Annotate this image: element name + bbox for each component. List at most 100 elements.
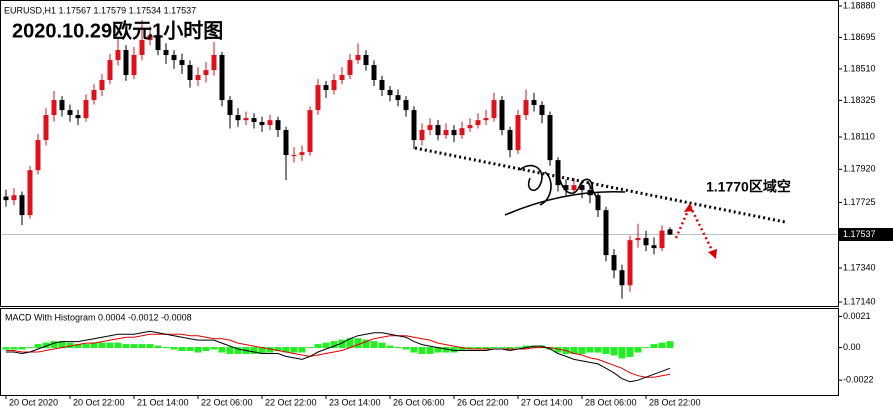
histogram-bar — [130, 344, 138, 349]
candle-body — [211, 54, 217, 71]
candle-body — [299, 152, 305, 156]
histogram-bar — [226, 347, 234, 354]
candle-body — [11, 195, 17, 201]
histogram-bar — [50, 341, 58, 349]
candle-body — [315, 85, 321, 111]
y-tick-label: 1.17140 — [843, 296, 876, 306]
x-tick-label: 27 Oct 14:00 — [521, 397, 573, 407]
candle-body — [67, 110, 73, 116]
forecast-arrow — [674, 203, 717, 257]
candle-body — [355, 54, 361, 61]
candle-body — [83, 100, 89, 119]
candle-body — [171, 54, 177, 61]
histogram-bar — [154, 345, 162, 349]
candle-body — [195, 75, 201, 80]
histogram-bar — [298, 347, 306, 353]
histogram-bar — [482, 347, 490, 350]
y-tick-label: 1.18510 — [843, 63, 876, 73]
histogram-bar — [442, 347, 450, 353]
histogram-bar — [498, 347, 506, 349]
candle-body — [443, 130, 449, 136]
histogram-bar — [306, 347, 314, 349]
histogram-bar — [178, 347, 186, 352]
histogram-bar — [570, 347, 578, 354]
candle-body — [667, 229, 673, 235]
histogram-bar — [202, 347, 210, 352]
histogram-bar — [338, 339, 346, 349]
histogram-bar — [450, 347, 458, 353]
histogram-bar — [146, 344, 154, 349]
y-tick-label: 1.17340 — [843, 262, 876, 272]
histogram-bar — [2, 347, 10, 350]
x-tick-label: 26 Oct 22:00 — [457, 397, 509, 407]
histogram-bar — [458, 347, 466, 352]
candle-body — [147, 35, 153, 40]
candle-body — [555, 160, 561, 186]
candle-body — [459, 128, 465, 136]
candle-body — [435, 125, 441, 136]
candle-body — [579, 185, 585, 191]
x-tick-label: 28 Oct 06:00 — [585, 397, 637, 407]
histogram-bar — [210, 347, 218, 350]
candle-body — [227, 100, 233, 116]
candle-body — [75, 115, 81, 119]
candle-body — [203, 70, 209, 76]
candle-body — [3, 196, 9, 201]
histogram-bar — [618, 347, 626, 359]
histogram-bar — [34, 344, 42, 349]
candle-body — [243, 118, 249, 121]
histogram-bar — [626, 347, 634, 357]
candle-body — [395, 95, 401, 101]
candle-body — [403, 100, 409, 111]
histogram-bar — [354, 338, 362, 349]
histogram-bar — [410, 347, 418, 353]
histogram-bar — [642, 347, 650, 349]
x-tick-label: 22 Oct 06:00 — [201, 397, 253, 407]
histogram-bar — [554, 347, 562, 353]
histogram-bar — [330, 341, 338, 349]
y-tick-label: 1.18325 — [843, 95, 876, 105]
y-tick-label: 0.0021 — [843, 311, 871, 321]
histogram-bar — [578, 347, 586, 354]
candle-body — [219, 54, 225, 101]
histogram-bar — [466, 347, 474, 350]
histogram-bar — [546, 347, 554, 350]
candle-body — [619, 270, 625, 286]
x-tick-label: 20 Oct 2020 — [9, 397, 58, 407]
candle-body — [187, 65, 193, 80]
candle-body — [595, 195, 601, 211]
histogram-bar — [610, 347, 618, 356]
y-tick-label: 1.18110 — [843, 131, 875, 141]
main-panel-border — [0, 0, 839, 307]
indicator-label: MACD With Histogram 0.0004 -0.0012 -0.00… — [5, 312, 192, 322]
candle-body — [451, 130, 457, 136]
candle-body — [411, 110, 417, 141]
y-tick-label: 0.00 — [843, 342, 861, 352]
candle-body — [563, 185, 569, 191]
histogram-bar — [58, 341, 66, 349]
candle-body — [331, 79, 337, 91]
histogram-bar — [594, 347, 602, 353]
histogram-bar — [666, 341, 674, 349]
candle-body — [19, 195, 25, 216]
histogram-bar — [322, 342, 330, 349]
candle-body — [139, 39, 145, 55]
histogram-bar — [314, 344, 322, 349]
candle-body — [155, 35, 161, 51]
candle-body — [259, 122, 265, 126]
candle-body — [499, 100, 505, 131]
histogram-bar — [514, 347, 522, 349]
candle-body — [371, 65, 377, 80]
annotation: 1.1770区域空 — [706, 179, 791, 195]
histogram-bar — [282, 347, 290, 353]
candle-body — [387, 90, 393, 96]
histogram-bar — [10, 347, 18, 350]
histogram-bar — [106, 342, 114, 349]
candle-body — [603, 210, 609, 256]
histogram-bar — [650, 344, 658, 349]
y-tick-label: 1.18695 — [843, 32, 876, 42]
candle-body — [427, 125, 433, 131]
histogram-bar — [122, 344, 130, 349]
